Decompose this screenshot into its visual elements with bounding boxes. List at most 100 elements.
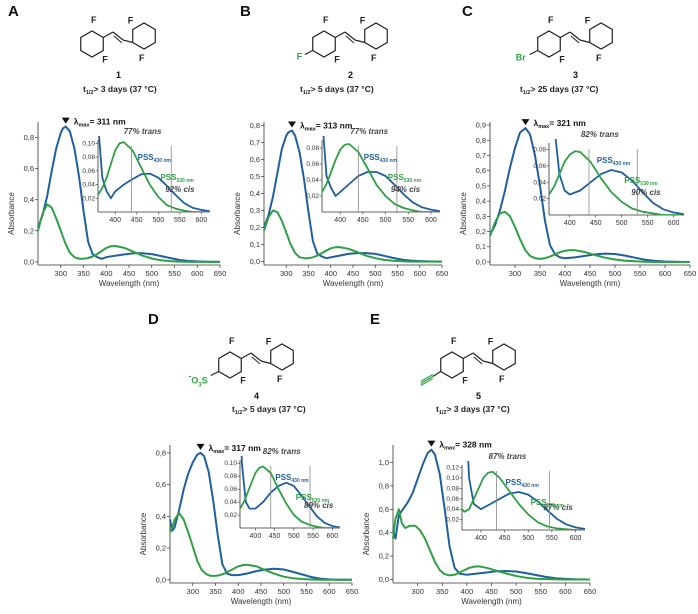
compound-number: 3 <box>573 70 578 80</box>
pss-430-label: PSS430 nm <box>138 153 172 164</box>
x-tick-label: 500 <box>277 587 290 596</box>
fluorine-atom: F <box>240 376 246 386</box>
inset-y-tick-label: 0,08 <box>533 147 546 154</box>
inset-x-tick-label: 400 <box>334 217 346 224</box>
blue-spectrum-line <box>169 451 353 581</box>
inset-x-tick-label: 400 <box>564 220 576 227</box>
inset-x-tick-label: 600 <box>570 535 582 542</box>
x-tick-label: 500 <box>369 269 382 278</box>
pss-430-label: PSS430 nm <box>597 156 631 167</box>
x-tick-label: 650 <box>214 269 227 278</box>
y-tick-label: 0,6 <box>379 505 389 514</box>
lambda-max-label: λmax= 321 nm <box>534 118 587 130</box>
inset-y-tick-label: 0,08 <box>82 154 95 161</box>
inset-green-spectrum-line <box>462 470 585 530</box>
inset-y-tick-label: 0,08 <box>306 145 319 152</box>
inset-y-tick-label: 0,10 <box>82 140 95 147</box>
y-tick-label: 0,0 <box>379 575 389 584</box>
inset-x-tick-label: 500 <box>522 535 534 542</box>
inset-x-tick-label: 500 <box>380 217 392 224</box>
x-tick-label: 550 <box>634 269 647 278</box>
blue-spectrum-line <box>489 127 691 263</box>
x-tick-label: 550 <box>300 587 313 596</box>
y-tick-label: 0,0 <box>156 575 166 584</box>
x-tick-label: 350 <box>436 587 449 596</box>
x-tick-label: 550 <box>391 269 404 278</box>
compound-number: 4 <box>254 391 259 401</box>
y-tick-label: 0,0 <box>24 257 34 266</box>
blue-spectrum-line <box>263 129 443 263</box>
fluorine-atom: F <box>371 53 377 63</box>
alkyne-bond <box>432 370 442 378</box>
compound-number: 5 <box>476 391 481 401</box>
inset-green-spectrum-line <box>240 465 340 528</box>
azo-bond <box>122 39 133 44</box>
pss-530-label: PSS530 nm <box>296 493 330 504</box>
lambda-max-label: λmax= 317 nm <box>208 443 261 455</box>
aryl-ring-right <box>492 343 516 371</box>
y-tick-label: 0,8 <box>24 133 34 142</box>
compound-number: 1 <box>116 70 121 80</box>
pss-530-label: PSS530 nm <box>160 173 194 184</box>
fluorine-atom: F <box>596 53 602 63</box>
panel-letter: D <box>148 311 159 328</box>
y-tick-label: 1,0 <box>379 458 389 467</box>
y-axis-label: Absorbance <box>459 192 468 235</box>
azo-bond <box>354 39 365 44</box>
x-tick-label: 600 <box>559 587 572 596</box>
fluorine-atom: F <box>548 15 554 25</box>
inset-green-spectrum-line <box>322 143 440 212</box>
x-tick-label: 500 <box>145 269 158 278</box>
y-tick-label: 0,0 <box>250 257 260 266</box>
inset-y-tick-label: 0,06 <box>533 163 546 170</box>
pss-430-label: PSS430 nm <box>364 153 398 164</box>
inset-x-tick-label: 450 <box>131 217 143 224</box>
panel-letter: C <box>462 3 473 20</box>
panel-letter: A <box>8 3 19 20</box>
aryl-ring-right <box>270 343 294 371</box>
y-tick-label: 0,6 <box>250 155 260 164</box>
y-tick-label: 0,6 <box>476 166 486 175</box>
aryl-ring-right <box>132 22 156 50</box>
inset-background <box>462 463 585 530</box>
inset-y-tick-label: 0,06 <box>446 496 459 503</box>
x-tick-label: 450 <box>584 269 597 278</box>
green-spectrum-line <box>489 210 690 263</box>
x-tick-label: 600 <box>413 269 426 278</box>
x-tick-label: 400 <box>324 269 337 278</box>
fluorine-atom: F <box>102 55 108 65</box>
y-tick-label: 0,9 <box>476 121 486 130</box>
x-tick-label: 400 <box>559 269 572 278</box>
x-tick-label: 300 <box>411 587 424 596</box>
inset-x-tick-label: 500 <box>152 217 164 224</box>
substituent-label: F <box>297 52 303 62</box>
y-tick-label: 0,1 <box>250 240 260 249</box>
inset-x-tick-label: 400 <box>475 535 487 542</box>
half-life-label: t1/2> 3 days (37 °C) <box>436 404 510 416</box>
inset-x-tick-label: 450 <box>269 533 281 540</box>
azo-double-bond <box>250 352 262 362</box>
inset-y-tick-label: 0,04 <box>82 182 95 189</box>
fluorine-atom: F <box>451 336 457 346</box>
azo-double-bond <box>345 35 355 44</box>
panel-letter: E <box>370 311 380 328</box>
y-tick-label: 0,4 <box>250 189 260 198</box>
fluorine-atom: F <box>334 55 340 65</box>
aryl-ring-left <box>218 351 242 379</box>
inset-chart: 400 450 500 550 600 0,02 0,04 0,06 0,08 0,10 77% t… <box>82 127 210 224</box>
x-tick-label: 300 <box>509 269 522 278</box>
lambda-max-marker <box>288 121 297 128</box>
inset-x-tick-label: 600 <box>196 217 208 224</box>
x-axis-label: Wavelength (nm) <box>99 279 160 288</box>
x-axis-label: Wavelength (nm) <box>231 597 292 606</box>
half-life-label: t1/2> 5 days (37 °C) <box>232 404 306 416</box>
x-tick-label: 300 <box>54 269 67 278</box>
cis-percent-label: 89% cis <box>304 501 334 510</box>
azo-bond <box>260 360 271 365</box>
green-spectrum-line <box>263 209 442 263</box>
lambda-max-label: λmax= 313 nm <box>300 121 353 133</box>
lambda-max-marker <box>61 117 70 124</box>
inset-y-tick-label: 0,06 <box>224 486 237 493</box>
fluorine-atom: F <box>559 55 565 65</box>
